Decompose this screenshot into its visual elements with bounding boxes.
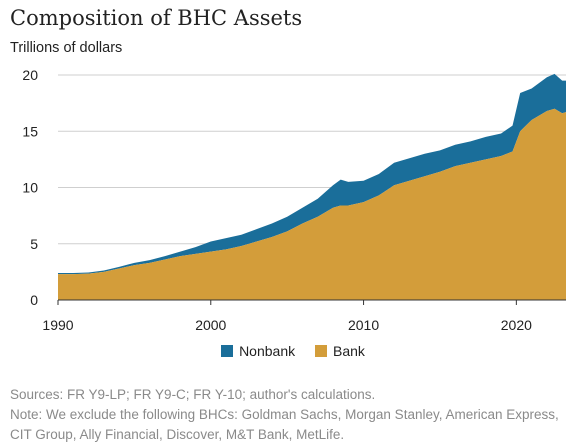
legend-item-bank: Bank xyxy=(315,343,365,359)
chart-notes: Sources: FR Y9-LP; FR Y9-C; FR Y-10; aut… xyxy=(10,385,580,445)
sources-note: Sources: FR Y9-LP; FR Y9-C; FR Y-10; aut… xyxy=(10,387,376,402)
legend-item-nonbank: Nonbank xyxy=(221,343,295,359)
chart-legend: Nonbank Bank xyxy=(0,343,586,360)
legend-swatch-bank xyxy=(315,345,327,357)
y-tick-label: 10 xyxy=(22,180,38,196)
x-tick-label: 2000 xyxy=(195,317,226,333)
chart-title: Composition of BHC Assets xyxy=(10,6,303,30)
x-tick-label: 1990 xyxy=(42,317,73,333)
area-bank xyxy=(58,108,566,300)
exclusion-note-line-2: CIT Group, Ally Financial, Discover, M&T… xyxy=(10,427,345,442)
x-tick-label: 2020 xyxy=(501,317,532,333)
y-axis-unit-label: Trillions of dollars xyxy=(10,40,123,56)
y-tick-label: 5 xyxy=(30,236,38,252)
legend-label-nonbank: Nonbank xyxy=(239,343,296,359)
y-tick-label: 0 xyxy=(30,292,38,308)
legend-label-bank: Bank xyxy=(333,343,365,359)
y-tick-label: 20 xyxy=(22,67,38,83)
exclusion-note-line-1: Note: We exclude the following BHCs: Gol… xyxy=(10,407,559,422)
x-tick-label: 2010 xyxy=(348,317,379,333)
y-tick-label: 15 xyxy=(22,123,38,139)
chart-svg: 0 5 10 15 20 1990 2000 2010 2020 xyxy=(22,67,566,333)
legend-swatch-nonbank xyxy=(221,345,234,357)
